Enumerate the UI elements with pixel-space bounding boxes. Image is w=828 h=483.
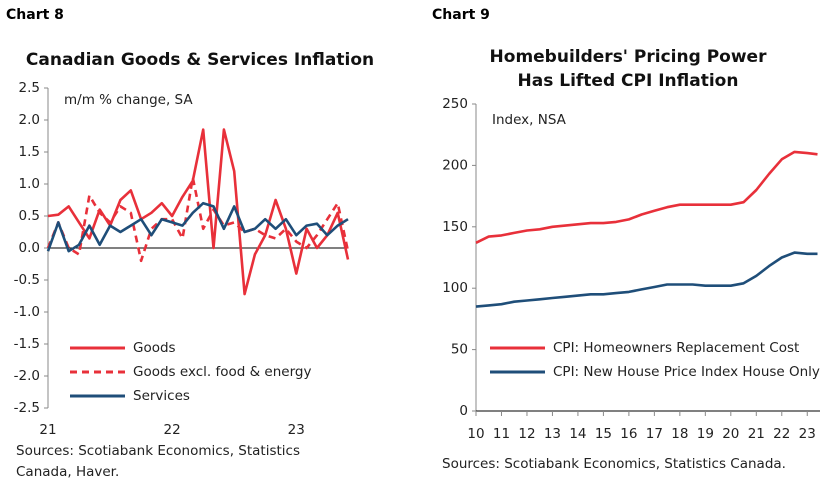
y-tick-label: 50 <box>451 342 468 358</box>
y-tick-label: 0.5 <box>19 208 40 224</box>
x-tick-label: 21 <box>39 422 56 438</box>
x-tick-label: 19 <box>697 426 714 442</box>
annotation: Index, NSA <box>492 112 567 128</box>
x-tick-label: 16 <box>620 426 637 442</box>
x-tick-label: 21 <box>748 426 765 442</box>
x-tick-label: 22 <box>164 422 181 438</box>
x-tick-label: 20 <box>722 426 739 442</box>
y-tick-label: 0.0 <box>19 240 40 256</box>
series-line <box>475 251 818 308</box>
legend-label: Services <box>133 388 190 404</box>
source: Sources: Scotiabank Economics, Statistic… <box>442 456 786 472</box>
y-tick-label: 200 <box>442 157 468 173</box>
x-tick-label: 10 <box>467 426 484 442</box>
x-tick-label: 17 <box>646 426 663 442</box>
x-tick-label: 13 <box>544 426 561 442</box>
x-tick-label: 23 <box>799 426 816 442</box>
x-tick-label: 18 <box>671 426 688 442</box>
x-tick-label: 14 <box>569 426 586 442</box>
legend-label: CPI: Homeowners Replacement Cost <box>553 340 799 356</box>
chart-label: Chart 8 <box>6 7 64 23</box>
series-line <box>475 150 818 244</box>
chart-label: Chart 9 <box>432 7 490 23</box>
y-tick-label: 2.5 <box>19 80 40 96</box>
chart-title: Homebuilders' Pricing Power <box>490 47 768 67</box>
legend-label: Goods excl. food & energy <box>133 364 311 380</box>
y-tick-label: 250 <box>442 96 468 112</box>
series-line <box>47 128 350 296</box>
source: Canada, Haver. <box>16 464 119 480</box>
y-tick-label: 150 <box>442 219 468 235</box>
x-tick-label: 12 <box>518 426 535 442</box>
y-tick-label: -0.5 <box>14 272 40 288</box>
y-tick-label: -1.5 <box>14 336 40 352</box>
y-tick-label: 1.5 <box>19 144 40 160</box>
y-tick-label: -2.0 <box>14 368 40 384</box>
series-line <box>46 201 349 253</box>
x-tick-label: 15 <box>595 426 612 442</box>
x-tick-label: 22 <box>773 426 790 442</box>
y-tick-label: 100 <box>442 280 468 296</box>
legend-label: Goods <box>133 340 176 356</box>
chart-title: Has Lifted CPI Inflation <box>518 71 739 91</box>
y-tick-label: 2.0 <box>19 112 40 128</box>
legend-label: CPI: New House Price Index House Only <box>553 364 820 380</box>
x-tick-label: 23 <box>288 422 305 438</box>
series-line <box>46 176 350 263</box>
y-tick-label: -1.0 <box>14 304 40 320</box>
y-tick-label: 0 <box>459 403 468 419</box>
annotation: m/m % change, SA <box>64 92 193 108</box>
x-tick-label: 11 <box>493 426 510 442</box>
y-tick-label: 1.0 <box>19 176 40 192</box>
source: Sources: Scotiabank Economics, Statistic… <box>16 443 300 459</box>
y-tick-label: -2.5 <box>14 400 40 416</box>
chart-title: Canadian Goods & Services Inflation <box>26 50 374 70</box>
